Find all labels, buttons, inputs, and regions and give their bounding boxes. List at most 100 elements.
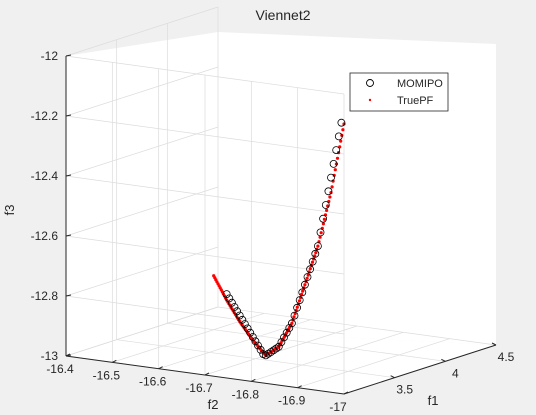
truepf-point xyxy=(306,273,310,277)
f1-axis-label: f1 xyxy=(428,393,439,408)
momipo-point xyxy=(282,328,291,337)
truepf-point xyxy=(326,204,330,208)
f2-tick-mark xyxy=(112,359,117,363)
momipo-point xyxy=(295,296,304,305)
momipo-point xyxy=(259,350,268,359)
truepf-point xyxy=(212,274,216,278)
truepf-point xyxy=(328,195,332,199)
back-pane xyxy=(66,32,218,356)
momipo-point xyxy=(251,337,260,346)
momipo-point xyxy=(243,324,252,333)
grid-line-f2-floor xyxy=(158,319,311,369)
momipo-point xyxy=(293,303,302,312)
f1-axis-line xyxy=(343,344,497,395)
truepf-point xyxy=(321,222,325,226)
momipo-point xyxy=(248,333,257,341)
momipo-point xyxy=(332,146,341,155)
truepf-point xyxy=(322,217,326,221)
momipo-point xyxy=(324,187,333,196)
momipo-series xyxy=(222,118,346,360)
momipo-point xyxy=(254,341,262,350)
momipo-point xyxy=(240,320,249,329)
truepf-point xyxy=(341,128,345,132)
truepf-point xyxy=(295,305,299,309)
truepf-point xyxy=(292,315,296,319)
f1-ticks: 3.5 4 4.5 xyxy=(390,342,515,397)
truepf-point xyxy=(314,251,318,255)
f2-tick-label: -16.9 xyxy=(278,394,306,408)
momipo-point xyxy=(337,118,346,127)
f3-tick-mark xyxy=(65,234,72,237)
momipo-point xyxy=(308,257,317,266)
legend-truepf-marker xyxy=(368,98,372,102)
momipo-point xyxy=(235,311,244,320)
legend-momipo-marker xyxy=(366,79,374,87)
truepf-point xyxy=(333,168,337,172)
f2-tick-label: -16.5 xyxy=(93,368,121,382)
momipo-point xyxy=(306,265,315,274)
f2-tick-mark xyxy=(343,391,349,395)
f3-tick-mark xyxy=(65,54,72,57)
grid-line-z-right xyxy=(65,66,219,117)
momipo-point xyxy=(256,345,265,354)
grid-lines xyxy=(65,6,497,395)
truepf-point xyxy=(339,139,343,143)
momipo-point xyxy=(303,273,312,281)
truepf-point xyxy=(319,231,323,235)
truepf-point xyxy=(308,267,312,271)
chart-title: Viennet2 xyxy=(255,7,310,23)
momipo-point xyxy=(298,288,307,297)
momipo-point xyxy=(264,349,273,358)
f2-tick-mark xyxy=(204,372,210,376)
momipo-point xyxy=(313,242,322,251)
momipo-point xyxy=(311,249,320,258)
momipo-point xyxy=(222,290,231,299)
grid-line-z-right xyxy=(65,126,219,177)
momipo-point xyxy=(319,214,328,223)
legend-momipo-label: MOMIPO xyxy=(397,78,443,90)
truepf-point xyxy=(310,260,315,264)
f2-tick-label: -16.6 xyxy=(139,375,167,389)
momipo-point xyxy=(300,280,309,289)
f3-tick-label: -12.2 xyxy=(31,109,59,123)
f3-tick-mark xyxy=(65,174,72,177)
truepf-point xyxy=(318,235,322,239)
f3-tick-mark xyxy=(65,294,72,297)
f1-tick-label: 3.5 xyxy=(396,383,413,397)
truepf-point xyxy=(316,244,320,248)
f3-axis-label: f3 xyxy=(2,205,17,216)
f3-tick-mark xyxy=(65,114,72,117)
truepf-point xyxy=(305,276,309,280)
grid-line-f2-floor xyxy=(65,306,219,357)
legend-truepf-label: TruePF xyxy=(397,95,434,107)
f1-tick-mark xyxy=(390,375,395,379)
truepf-point xyxy=(335,156,340,160)
f1-tick-mark xyxy=(491,342,497,346)
f3-tick-label: -12.6 xyxy=(31,229,59,243)
f3-tick-label: -12.8 xyxy=(31,289,59,303)
momipo-point xyxy=(290,311,299,320)
legend-box xyxy=(349,72,449,112)
momipo-point xyxy=(285,324,294,332)
truepf-point xyxy=(334,162,338,166)
f3-tick-label: -12.4 xyxy=(31,169,59,183)
grid-line-z-right xyxy=(65,6,219,57)
momipo-point xyxy=(225,294,234,303)
f3-tick-label: -13 xyxy=(41,349,59,363)
f3-ticks: -12 -12.2 -12.4 -12.6 -12.8 -13 xyxy=(31,49,72,363)
grid-line-f1-floor xyxy=(167,322,446,362)
f2-tick-mark xyxy=(251,378,256,382)
f2-ticks: -16.4 -16.5 -16.6 -16.7 -16.8 -16.9 -17 xyxy=(46,353,349,414)
f2-tick-mark xyxy=(65,353,71,357)
momipo-point xyxy=(233,307,242,316)
f2-tick-label: -16.4 xyxy=(46,362,74,376)
f1-tick-label: 4.5 xyxy=(498,350,515,364)
momipo-point xyxy=(334,132,343,141)
grid-line-z-right xyxy=(65,246,219,297)
momipo-point xyxy=(238,315,247,324)
legend: MOMIPO TruePF xyxy=(349,72,449,112)
momipo-point xyxy=(321,201,330,209)
momipo-point xyxy=(246,328,255,337)
grid-line-f1-floor xyxy=(217,306,497,346)
